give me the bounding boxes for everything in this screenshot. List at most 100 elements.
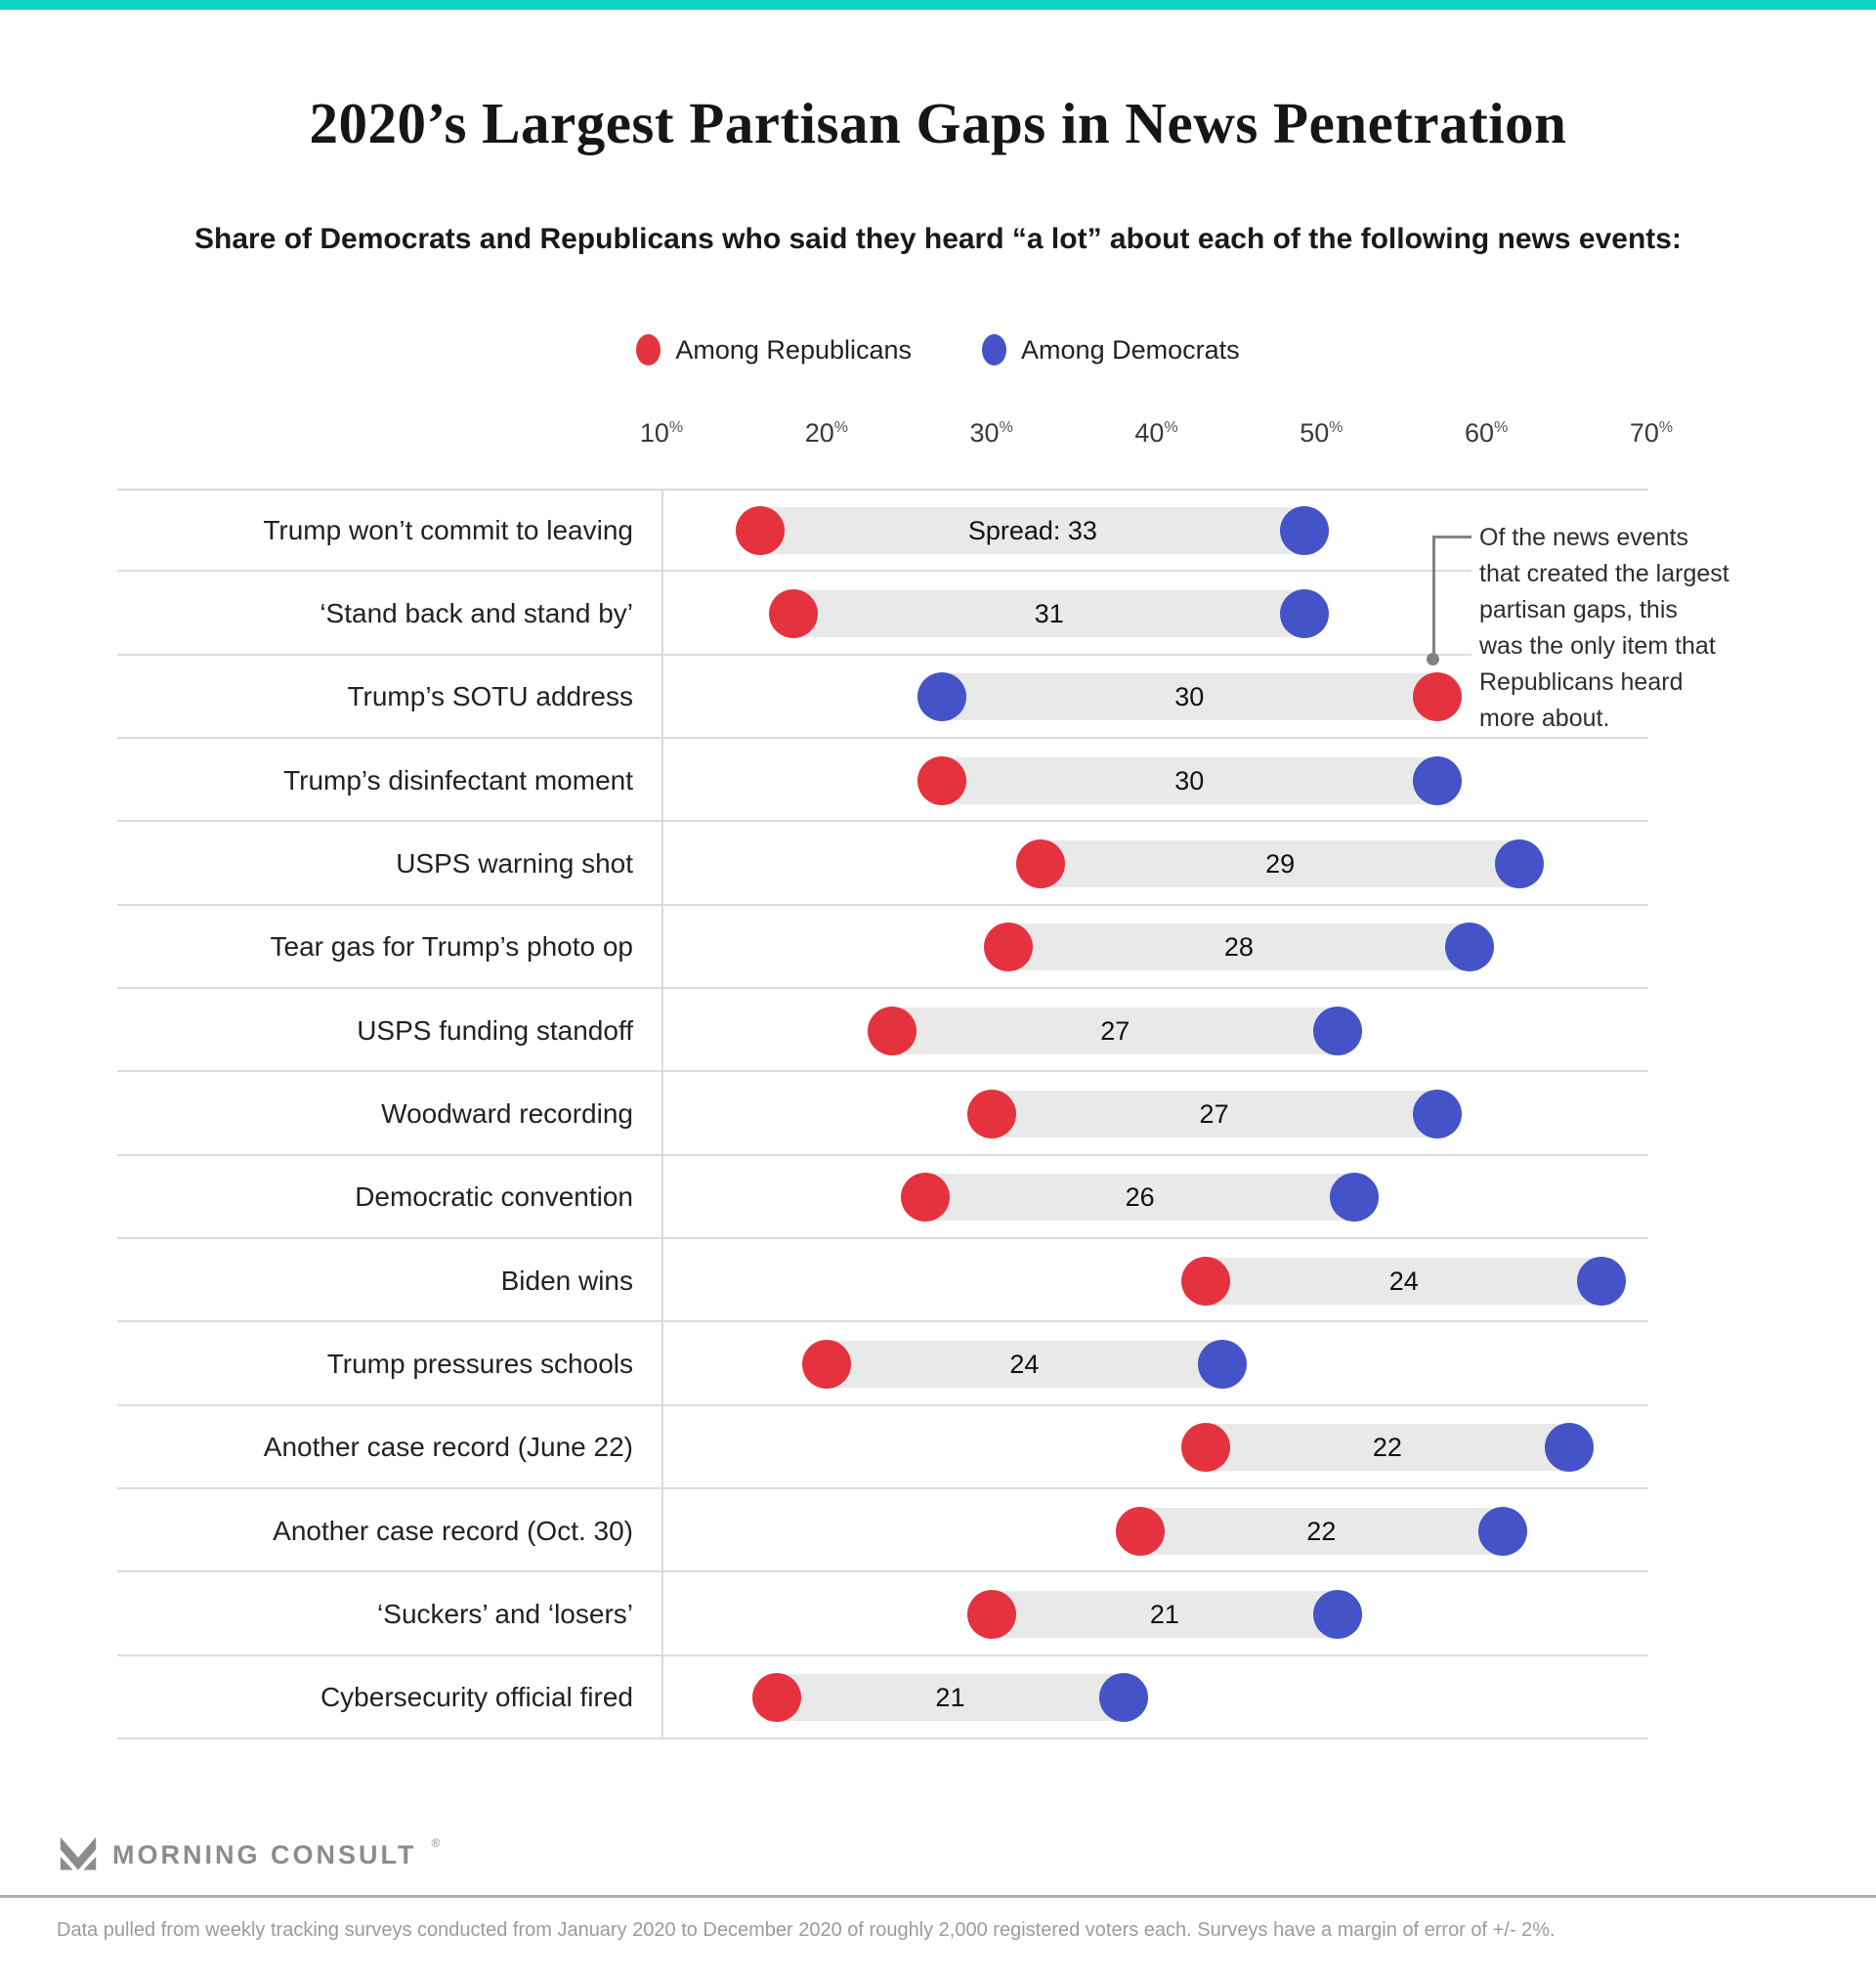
democrat-dot (1098, 1673, 1148, 1723)
table-row: Trump’s disinfectant moment 30 (0, 739, 1876, 823)
row-separator (117, 1737, 1648, 1739)
dumbbell-bar (1181, 1257, 1627, 1305)
dumbbell-bar (801, 1340, 1248, 1388)
row-label: USPS warning shot (396, 847, 633, 879)
row-label: Another case record (Oct. 30) (273, 1515, 633, 1546)
annotation-connector-dot (1427, 653, 1439, 665)
row-label: Another case record (June 22) (263, 1432, 633, 1463)
dumbbell-chart: Trump won’t commit to leaving Spread: 33 ‘… (0, 489, 1876, 1739)
republican-dot (1181, 1256, 1231, 1306)
table-row: Cybersecurity official fired 21 (0, 1656, 1876, 1739)
row-separator (117, 1570, 1648, 1573)
democrat-dot (1313, 1006, 1363, 1055)
table-row: Trump’s SOTU address 30 (0, 656, 1876, 739)
morning-consult-logo: MORNING CONSULT ® (59, 1835, 440, 1874)
row-separator (117, 1653, 1648, 1656)
axis-baseline-10pct (661, 489, 663, 1739)
democrat-dot (1330, 1173, 1380, 1223)
spread-value: 30 (1174, 765, 1205, 795)
spread-value: Spread: 33 (967, 515, 1097, 545)
row-label: ‘Suckers’ and ‘losers’ (377, 1598, 633, 1629)
legend: Among Republicans Among Democrats (0, 334, 1876, 365)
dumbbell-bar (901, 1174, 1380, 1222)
spread-value: 27 (1100, 1015, 1130, 1046)
row-separator (117, 570, 1648, 573)
republican-dot (983, 923, 1033, 972)
spread-value: 21 (1149, 1599, 1179, 1629)
table-row: Trump pressures schools 24 (0, 1322, 1876, 1406)
annotation-connector-vertical (1432, 536, 1435, 657)
dumbbell-bar (736, 506, 1330, 554)
morning-consult-mark-icon (60, 1836, 97, 1870)
row-separator (117, 1320, 1648, 1323)
row-label: Democratic convention (355, 1181, 633, 1213)
democrat-dot (1280, 505, 1330, 555)
democrat-dot (1577, 1256, 1627, 1306)
chart-top-rule (117, 489, 1648, 491)
dumbbell-bar (1016, 839, 1544, 887)
dumbbell-bar (769, 589, 1330, 637)
legend-label: Among Republicans (675, 334, 913, 365)
row-label: Trump’s SOTU address (347, 681, 633, 712)
x-axis-tick-30: 30% (969, 418, 1013, 448)
table-row: USPS funding standoff 27 (0, 989, 1876, 1073)
row-label: Trump pressures schools (326, 1348, 633, 1379)
republican-dot (1181, 1423, 1231, 1473)
democrat-dot (1412, 755, 1462, 805)
row-label: Trump’s disinfectant moment (283, 764, 633, 795)
democrat-dot (1280, 588, 1330, 638)
democrat-dot (1198, 1339, 1248, 1389)
dumbbell-bar (917, 756, 1462, 804)
dumbbell-bar (966, 1590, 1363, 1638)
legend-item-democrat: Among Democrats (982, 334, 1240, 365)
democrat-dot (1544, 1423, 1594, 1473)
row-separator (117, 1070, 1648, 1073)
dumbbell-bar (1181, 1424, 1594, 1472)
republican-dot (966, 1089, 1016, 1138)
x-axis-tick-40: 40% (1134, 418, 1178, 448)
spread-value: 22 (1306, 1516, 1337, 1546)
democrat-legend-dot-icon (982, 334, 1007, 365)
x-axis-tick-10: 10% (639, 418, 684, 448)
spread-value: 31 (1034, 598, 1064, 628)
table-row: Democratic convention 26 (0, 1156, 1876, 1239)
table-row: Another case record (June 22) 22 (0, 1406, 1876, 1489)
spread-value: 24 (1009, 1349, 1040, 1379)
dumbbell-bar (917, 673, 1462, 721)
table-row: Another case record (Oct. 30) 22 (0, 1489, 1876, 1573)
row-label: USPS funding standoff (357, 1014, 633, 1046)
row-separator (117, 986, 1648, 989)
row-label: ‘Stand back and stand by’ (320, 597, 633, 628)
spread-value: 28 (1223, 932, 1254, 963)
dumbbell-bar (752, 1674, 1148, 1722)
spread-value: 22 (1372, 1433, 1402, 1463)
row-separator (117, 1153, 1648, 1156)
methodology-footnote: Data pulled from weekly tracking surveys… (57, 1919, 1556, 1941)
chart-title: 2020’s Largest Partisan Gaps in News Pen… (309, 91, 1567, 155)
x-axis: 10% 20% 30% 40% 50% 60% 70% (0, 418, 1876, 457)
row-label: Trump won’t commit to leaving (263, 514, 633, 545)
democrat-dot (1313, 1589, 1363, 1639)
republican-dot (868, 1006, 917, 1055)
republican-dot (1115, 1506, 1165, 1556)
row-separator (117, 1403, 1648, 1406)
republican-legend-dot-icon (636, 334, 661, 365)
table-row: ‘Stand back and stand by’ 31 (0, 572, 1876, 656)
row-separator (117, 1486, 1648, 1489)
democrat-dot (1445, 923, 1495, 972)
x-axis-tick-60: 60% (1465, 418, 1509, 448)
spread-value: 30 (1174, 682, 1205, 712)
table-row: ‘Suckers’ and ‘losers’ 21 (0, 1572, 1876, 1656)
x-axis-tick-20: 20% (804, 418, 848, 448)
chart-subtitle: Share of Democrats and Republicans who s… (194, 223, 1682, 255)
republican-dot (1016, 838, 1066, 888)
republican-dot (1412, 672, 1462, 722)
dumbbell-bar (966, 1090, 1462, 1138)
democrat-dot (1494, 838, 1544, 888)
row-separator (117, 903, 1648, 906)
row-label: Cybersecurity official fired (320, 1682, 633, 1713)
spread-value: 29 (1265, 848, 1296, 879)
table-row: Woodward recording 27 (0, 1072, 1876, 1156)
republican-dot (966, 1589, 1016, 1639)
annotation-text: Of the news events that created the larg… (1471, 520, 1839, 737)
